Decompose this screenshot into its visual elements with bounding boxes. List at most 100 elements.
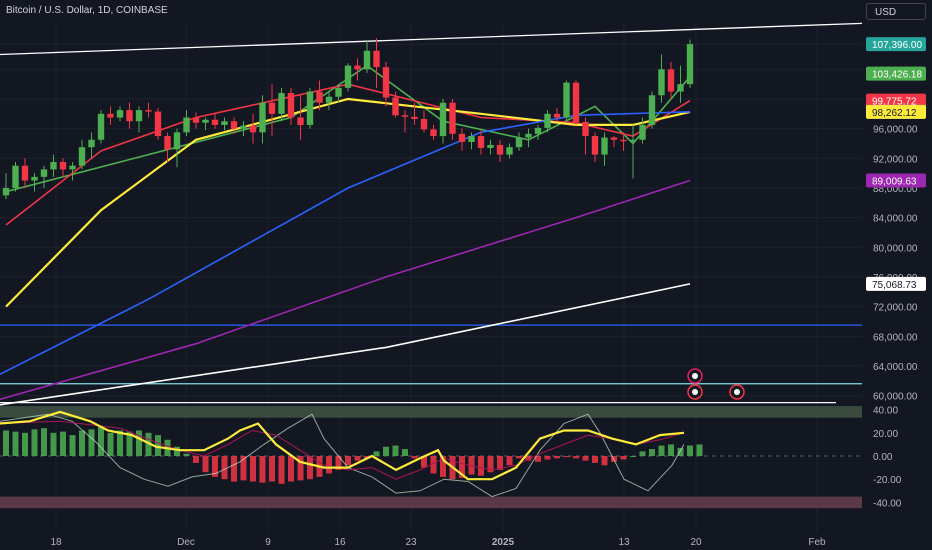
candle-20: [192, 117, 200, 123]
osc-bar-6: [60, 431, 66, 456]
candle-61: [582, 121, 589, 137]
candle-4: [40, 169, 48, 177]
candle-54: [515, 137, 523, 148]
candle-63: [601, 137, 608, 155]
osc-bar-35: [335, 456, 342, 470]
candle-40: [382, 67, 390, 98]
x-tick-label-6: 13: [618, 537, 630, 548]
candle-27: [259, 102, 266, 133]
price-tick-label-0: 60,000.00: [873, 392, 918, 403]
price-label-4: [866, 104, 926, 119]
osc-bar-23: [221, 456, 228, 480]
candle-68: [648, 95, 656, 125]
osc-bar-14: [136, 430, 142, 456]
candle-66: [629, 139, 637, 142]
price-label-6: [866, 276, 926, 291]
candle-19: [183, 117, 190, 133]
candle-0: [2, 187, 10, 196]
x-tick-label-0: 18: [50, 537, 62, 548]
price-label-text-1: 103,426.18: [872, 70, 922, 81]
osc-line-yellow: [0, 410, 685, 481]
candle-53: [506, 147, 513, 155]
candle-71: [677, 84, 684, 92]
x-tick-label-4: 23: [405, 537, 417, 548]
ma-line-3: [0, 111, 691, 376]
price-tick-label-7: 88,000.00: [873, 184, 918, 195]
osc-bar-51: [487, 456, 494, 473]
osc-bar-60: [573, 456, 579, 459]
osc-bar-59: [563, 456, 570, 458]
candle-51: [487, 144, 494, 148]
x-tick-label-1: Dec: [177, 537, 195, 548]
osc-bar-0: [3, 430, 9, 456]
candle-59: [563, 82, 570, 118]
osc-bar-20: [193, 456, 199, 463]
osc-bar-11: [107, 432, 114, 456]
osc-bar-13: [126, 431, 133, 456]
osc-bar-48: [459, 456, 465, 479]
ma-line-4: [0, 179, 691, 401]
osc-bar-57: [544, 456, 551, 460]
osc-bar-67: [639, 451, 646, 456]
osc-bar-19: [183, 453, 190, 456]
osc-bar-49: [468, 456, 475, 475]
currency-selector[interactable]: USD: [866, 3, 926, 20]
osc-bar-43: [411, 456, 418, 459]
candle-10: [97, 113, 105, 140]
candle-44: [420, 119, 428, 130]
candle-25: [240, 125, 247, 129]
candle-3: [31, 176, 38, 181]
price-tick-label-9: 96,000.00: [873, 125, 918, 136]
osc-bar-31: [297, 456, 304, 481]
price-label-text-4: 98,262.12: [872, 108, 917, 119]
osc-bar-37: [354, 456, 361, 461]
osc-bar-39: [373, 451, 380, 456]
candle-17: [164, 136, 171, 150]
osc-bar-16: [155, 435, 161, 456]
price-label-0: [866, 37, 926, 52]
osc-upper-band: [0, 406, 862, 418]
osc-bar-12: [117, 430, 123, 456]
osc-bar-65: [620, 456, 627, 460]
osc-tick-label-0: 40.00: [873, 406, 898, 417]
candle-23: [221, 121, 228, 125]
osc-bar-56: [535, 456, 541, 462]
candle-28: [268, 102, 276, 114]
osc-lower-band: [0, 496, 862, 509]
candle-35: [335, 87, 342, 97]
candle-26: [249, 125, 257, 133]
osc-bar-42: [402, 449, 408, 456]
candle-2: [21, 165, 29, 181]
candle-62: [591, 136, 599, 155]
price-tick-label-1: 64,000.00: [873, 362, 918, 373]
candle-24: [230, 121, 238, 129]
osc-bar-50: [478, 456, 484, 476]
osc-bar-26: [250, 456, 256, 482]
price-label-5: [866, 173, 926, 188]
candle-70: [667, 69, 675, 92]
osc-bar-55: [525, 456, 532, 461]
event-marker-dot-2: [734, 389, 740, 395]
candle-43: [411, 116, 418, 120]
osc-bar-8: [79, 430, 85, 456]
candle-58: [553, 113, 561, 118]
osc-bar-25: [240, 456, 247, 481]
candle-60: [572, 82, 580, 122]
price-label-text-2: 99,775.72: [872, 97, 917, 108]
osc-bar-28: [269, 456, 275, 482]
osc-bar-71: [677, 447, 684, 456]
trend-line: [0, 22, 863, 56]
osc-bar-52: [497, 456, 503, 470]
candle-52: [496, 144, 504, 155]
candle-22: [211, 119, 219, 125]
osc-tick-label-4: -40.00: [873, 498, 902, 509]
price-label-text-6: 75,068.73: [872, 280, 917, 291]
osc-bar-21: [202, 456, 209, 473]
osc-bar-1: [12, 431, 19, 456]
osc-tick-label-3: -20.00: [873, 475, 902, 486]
candle-9: [88, 139, 95, 148]
osc-bar-72: [687, 445, 693, 456]
osc-bar-69: [658, 445, 665, 456]
osc-tick-label-1: 20.00: [873, 429, 898, 440]
